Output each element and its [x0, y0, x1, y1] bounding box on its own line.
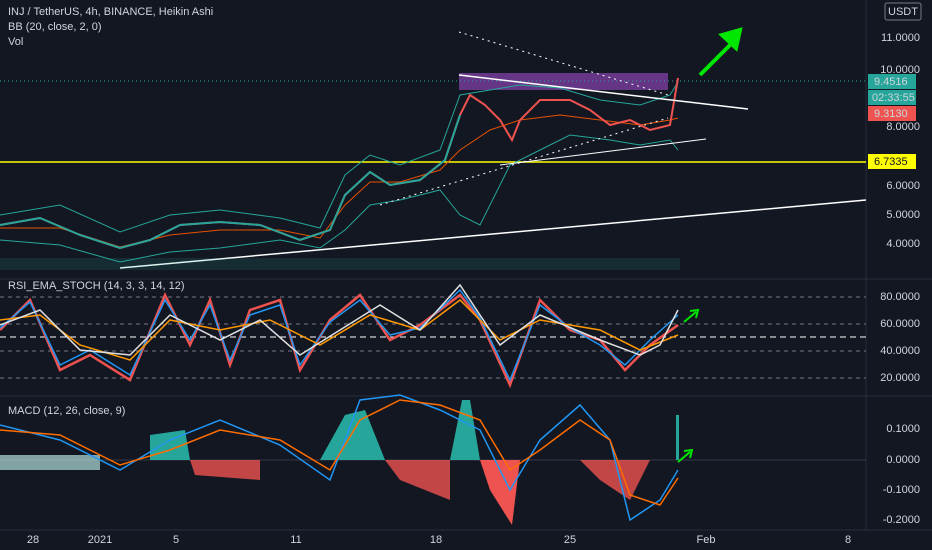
price-tick: 4.0000 [886, 238, 920, 250]
time-tick: 2021 [88, 534, 112, 546]
time-tick: 8 [845, 534, 851, 546]
badge [868, 90, 916, 105]
trendline [458, 31, 669, 96]
rsi-tick: 60.0000 [880, 318, 920, 330]
histogram [450, 400, 480, 460]
rsi-tick: 80.0000 [880, 291, 920, 303]
time-tick: Feb [697, 534, 716, 546]
currency-button[interactable] [884, 2, 922, 21]
currency[interactable]: USDT [888, 6, 918, 18]
stoch-k [0, 291, 679, 389]
last-price: 9.4516 [874, 76, 908, 88]
histogram [0, 455, 100, 470]
bb-price: 9.3130 [874, 108, 908, 120]
macd-label: MACD (12, 26, close, 9) [8, 405, 125, 417]
arrow [677, 448, 694, 463]
price-tick: 8.0000 [886, 121, 920, 133]
histogram [480, 460, 520, 525]
price-tick: 6.0000 [886, 180, 920, 192]
countdown: 02:33:55 [872, 92, 915, 104]
histogram [385, 460, 450, 500]
bb-lower [0, 134, 679, 263]
trendline [458, 74, 749, 110]
volume [0, 258, 680, 270]
time-tick: 5 [173, 534, 179, 546]
signal-line [0, 399, 679, 506]
time-tick: 25 [564, 534, 576, 546]
symbol: INJ / TetherUS, 4h, BINANCE, Heikin Ashi [8, 6, 213, 18]
rsi-label: RSI_EMA_STOCH (14, 3, 3, 14, 12) [8, 280, 184, 292]
price-tick: 5.0000 [886, 209, 920, 221]
badge [868, 154, 916, 169]
arrow [683, 308, 700, 323]
bb-basis [0, 114, 679, 248]
rsi [0, 283, 679, 356]
time-tick: 28 [27, 534, 39, 546]
time-tick: 18 [430, 534, 442, 546]
arrow [698, 27, 743, 77]
trendline [119, 199, 867, 269]
histogram [580, 460, 650, 500]
histogram [190, 460, 260, 480]
price-tick: 10.0000 [880, 64, 920, 76]
macd-tick: -0.2000 [883, 514, 920, 526]
rsi-tick: 20.0000 [880, 372, 920, 384]
bb-upper [0, 81, 679, 233]
indicator: BB (20, close, 2, 0) [8, 21, 102, 33]
histogram [320, 410, 385, 460]
level-price: 6.7335 [874, 156, 908, 168]
price-tick: 11.0000 [881, 32, 920, 44]
macd-tick: -0.1000 [883, 484, 920, 496]
badge [868, 74, 916, 89]
time-tick: 11 [290, 534, 301, 546]
price [0, 114, 461, 250]
rsi-tick: 40.0000 [880, 345, 920, 357]
macd-tick: 0.1000 [886, 423, 920, 435]
volume-label: Vol [8, 36, 23, 48]
zone [459, 73, 668, 90]
histogram [676, 415, 679, 460]
trendline [499, 138, 707, 166]
macd-tick: 0.0000 [886, 454, 920, 466]
badge [868, 106, 916, 121]
